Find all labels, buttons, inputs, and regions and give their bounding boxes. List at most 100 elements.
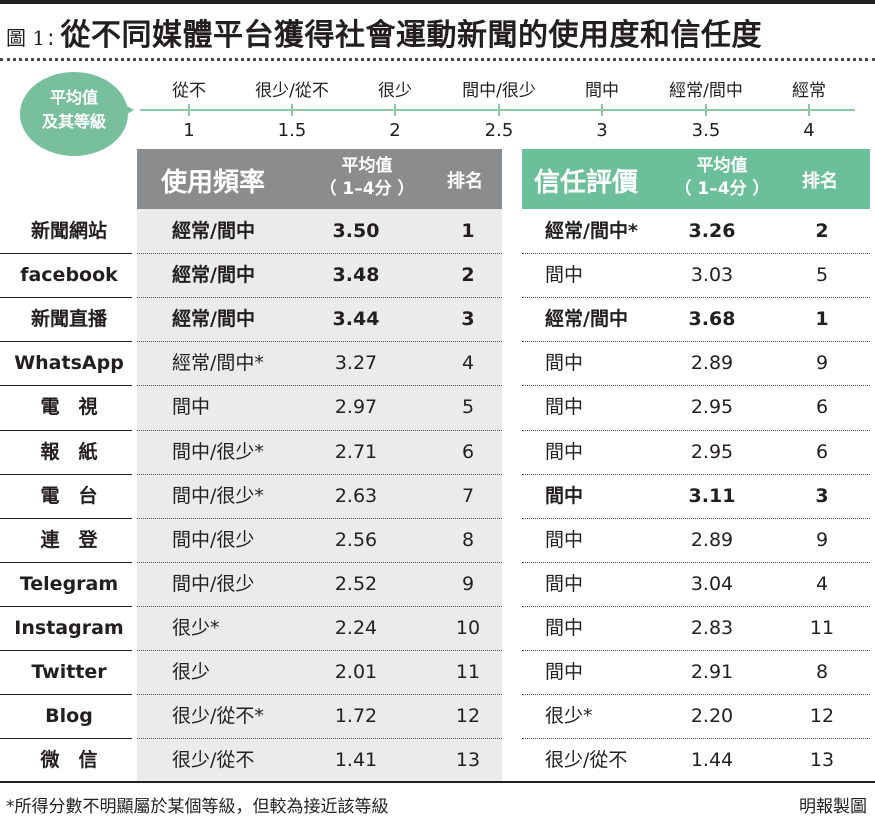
row-divider-trust	[522, 606, 870, 607]
platform-name: 連 登	[40, 529, 98, 551]
usage-header: 使用頻率 平均值 （ 1–4分 ） 排名	[137, 149, 502, 209]
row-divider-trust	[522, 518, 870, 519]
usage-level: 很少	[172, 661, 211, 683]
scale-level-value: 3.5	[691, 120, 721, 141]
usage-level: 間中/很少	[172, 529, 255, 551]
usage-average: 2.56	[334, 529, 378, 551]
row-divider-name	[0, 518, 132, 519]
row-divider-usage	[137, 738, 502, 739]
trust-average: 2.20	[690, 705, 734, 727]
platform-name: 電 台	[40, 485, 98, 507]
platform-name: facebook	[20, 264, 118, 286]
trust-level: 很少/從不	[545, 749, 628, 771]
title-divider	[0, 58, 875, 61]
usage-rank: 1	[461, 220, 475, 242]
row-divider-usage	[137, 694, 502, 695]
table-row: Instagram 很少* 2.24 10 間中 2.83 11	[0, 606, 875, 650]
usage-average: 3.44	[332, 308, 380, 330]
platform-name: 報 紙	[40, 441, 98, 463]
scale-badge-bubble	[20, 72, 128, 156]
row-divider-name	[0, 606, 132, 607]
usage-rank: 2	[461, 264, 475, 286]
usage-average: 3.50	[332, 220, 380, 242]
trust-rank: 1	[815, 308, 829, 330]
usage-average: 2.97	[334, 396, 378, 418]
trust-average: 2.95	[690, 396, 734, 418]
scale-level-label: 經常	[792, 81, 826, 101]
usage-level: 很少/從不	[172, 749, 255, 771]
usage-avg-header-line1: 平均值	[341, 156, 393, 176]
trust-header-title: 信任評價	[534, 168, 639, 198]
figure-colon: :	[47, 26, 55, 51]
bottom-rule	[0, 781, 875, 783]
trust-rank-header: 排名	[802, 171, 838, 192]
trust-average: 2.91	[690, 661, 734, 683]
row-divider-usage	[137, 474, 502, 475]
trust-rank: 12	[809, 705, 835, 727]
scale-level-value: 2.5	[484, 120, 514, 141]
scale-level-value: 1	[183, 120, 195, 141]
platform-name: WhatsApp	[14, 352, 124, 374]
scale-badge-line1: 平均值	[49, 88, 98, 107]
trust-average: 3.26	[688, 220, 736, 242]
usage-header-title: 使用頻率	[161, 168, 266, 198]
row-divider-name	[0, 385, 132, 386]
trust-average: 3.11	[688, 485, 736, 507]
row-divider-usage	[137, 430, 502, 431]
scale-badge: 平均值 及其等級	[20, 72, 134, 156]
usage-rank: 13	[455, 749, 481, 771]
scale-level-value: 2	[389, 120, 401, 141]
row-divider-trust	[522, 430, 870, 431]
row-divider-name	[0, 562, 132, 563]
trust-level: 很少*	[545, 705, 593, 727]
usage-rank: 12	[455, 705, 481, 727]
scale-tick	[394, 104, 396, 116]
title-row: 圖 1 : 從不同媒體平台獲得社會運動新聞的使用度和信任度	[6, 10, 762, 54]
usage-average: 3.27	[334, 352, 378, 374]
trust-level: 間中	[545, 396, 584, 418]
footnote: *所得分數不明顯屬於某個等級，但較為接近該等級	[6, 797, 389, 817]
trust-rank: 8	[815, 661, 829, 683]
top-rule	[0, 0, 875, 4]
usage-level: 經常/間中	[172, 220, 255, 242]
trust-average: 3.04	[690, 573, 734, 595]
trust-average: 3.03	[690, 264, 734, 286]
table-row: Twitter 很少 2.01 11 間中 2.91 8	[0, 650, 875, 694]
usage-avg-header-line2: （ 1–4分 ）	[319, 179, 415, 199]
table-row: 連 登 間中/很少 2.56 8 間中 2.89 9	[0, 518, 875, 562]
usage-level: 間中	[172, 396, 211, 418]
usage-rank: 8	[461, 529, 475, 551]
table-row: Blog 很少/從不* 1.72 12 很少* 2.20 12	[0, 694, 875, 738]
table-row: 新聞直播 經常/間中 3.44 3 經常/間中 3.68 1	[0, 297, 875, 341]
usage-average: 2.24	[334, 617, 378, 639]
trust-avg-header-line1: 平均值	[696, 156, 748, 176]
scale-badge-text: 平均值 及其等級	[20, 86, 128, 134]
row-divider-trust	[522, 474, 870, 475]
scale-level-label: 經常/間中	[669, 81, 743, 101]
page-title: 從不同媒體平台獲得社會運動新聞的使用度和信任度	[60, 18, 763, 53]
row-divider-name	[0, 430, 132, 431]
table-row: 報 紙 間中/很少* 2.71 6 間中 2.95 6	[0, 430, 875, 474]
usage-level: 間中/很少*	[172, 485, 264, 507]
trust-avg-header: 平均值 （ 1–4分 ）	[662, 155, 782, 201]
scale-tick	[188, 104, 190, 116]
platform-name: 微 信	[40, 749, 98, 771]
scale-level-label: 間中	[585, 81, 619, 101]
usage-level: 經常/間中	[172, 264, 255, 286]
scale-level-value: 3	[596, 120, 608, 141]
scale-badge-line2: 及其等級	[41, 112, 106, 131]
table-row: Telegram 間中/很少 2.52 9 間中 3.04 4	[0, 562, 875, 606]
usage-level: 間中/很少*	[172, 441, 264, 463]
trust-level: 間中	[545, 264, 584, 286]
scale-level-value: 1.5	[277, 120, 307, 141]
trust-avg-header-line2: （ 1–4分 ）	[674, 179, 770, 199]
row-divider-trust	[522, 253, 870, 254]
usage-rank-header: 排名	[447, 171, 483, 192]
row-divider-usage	[137, 518, 502, 519]
credit: 明報製圖	[799, 797, 867, 817]
scale-level-label: 從不	[172, 81, 206, 101]
row-divider-trust	[522, 738, 870, 739]
trust-rank: 5	[815, 264, 829, 286]
usage-average: 2.01	[334, 661, 378, 683]
trust-level: 間中	[545, 352, 584, 374]
